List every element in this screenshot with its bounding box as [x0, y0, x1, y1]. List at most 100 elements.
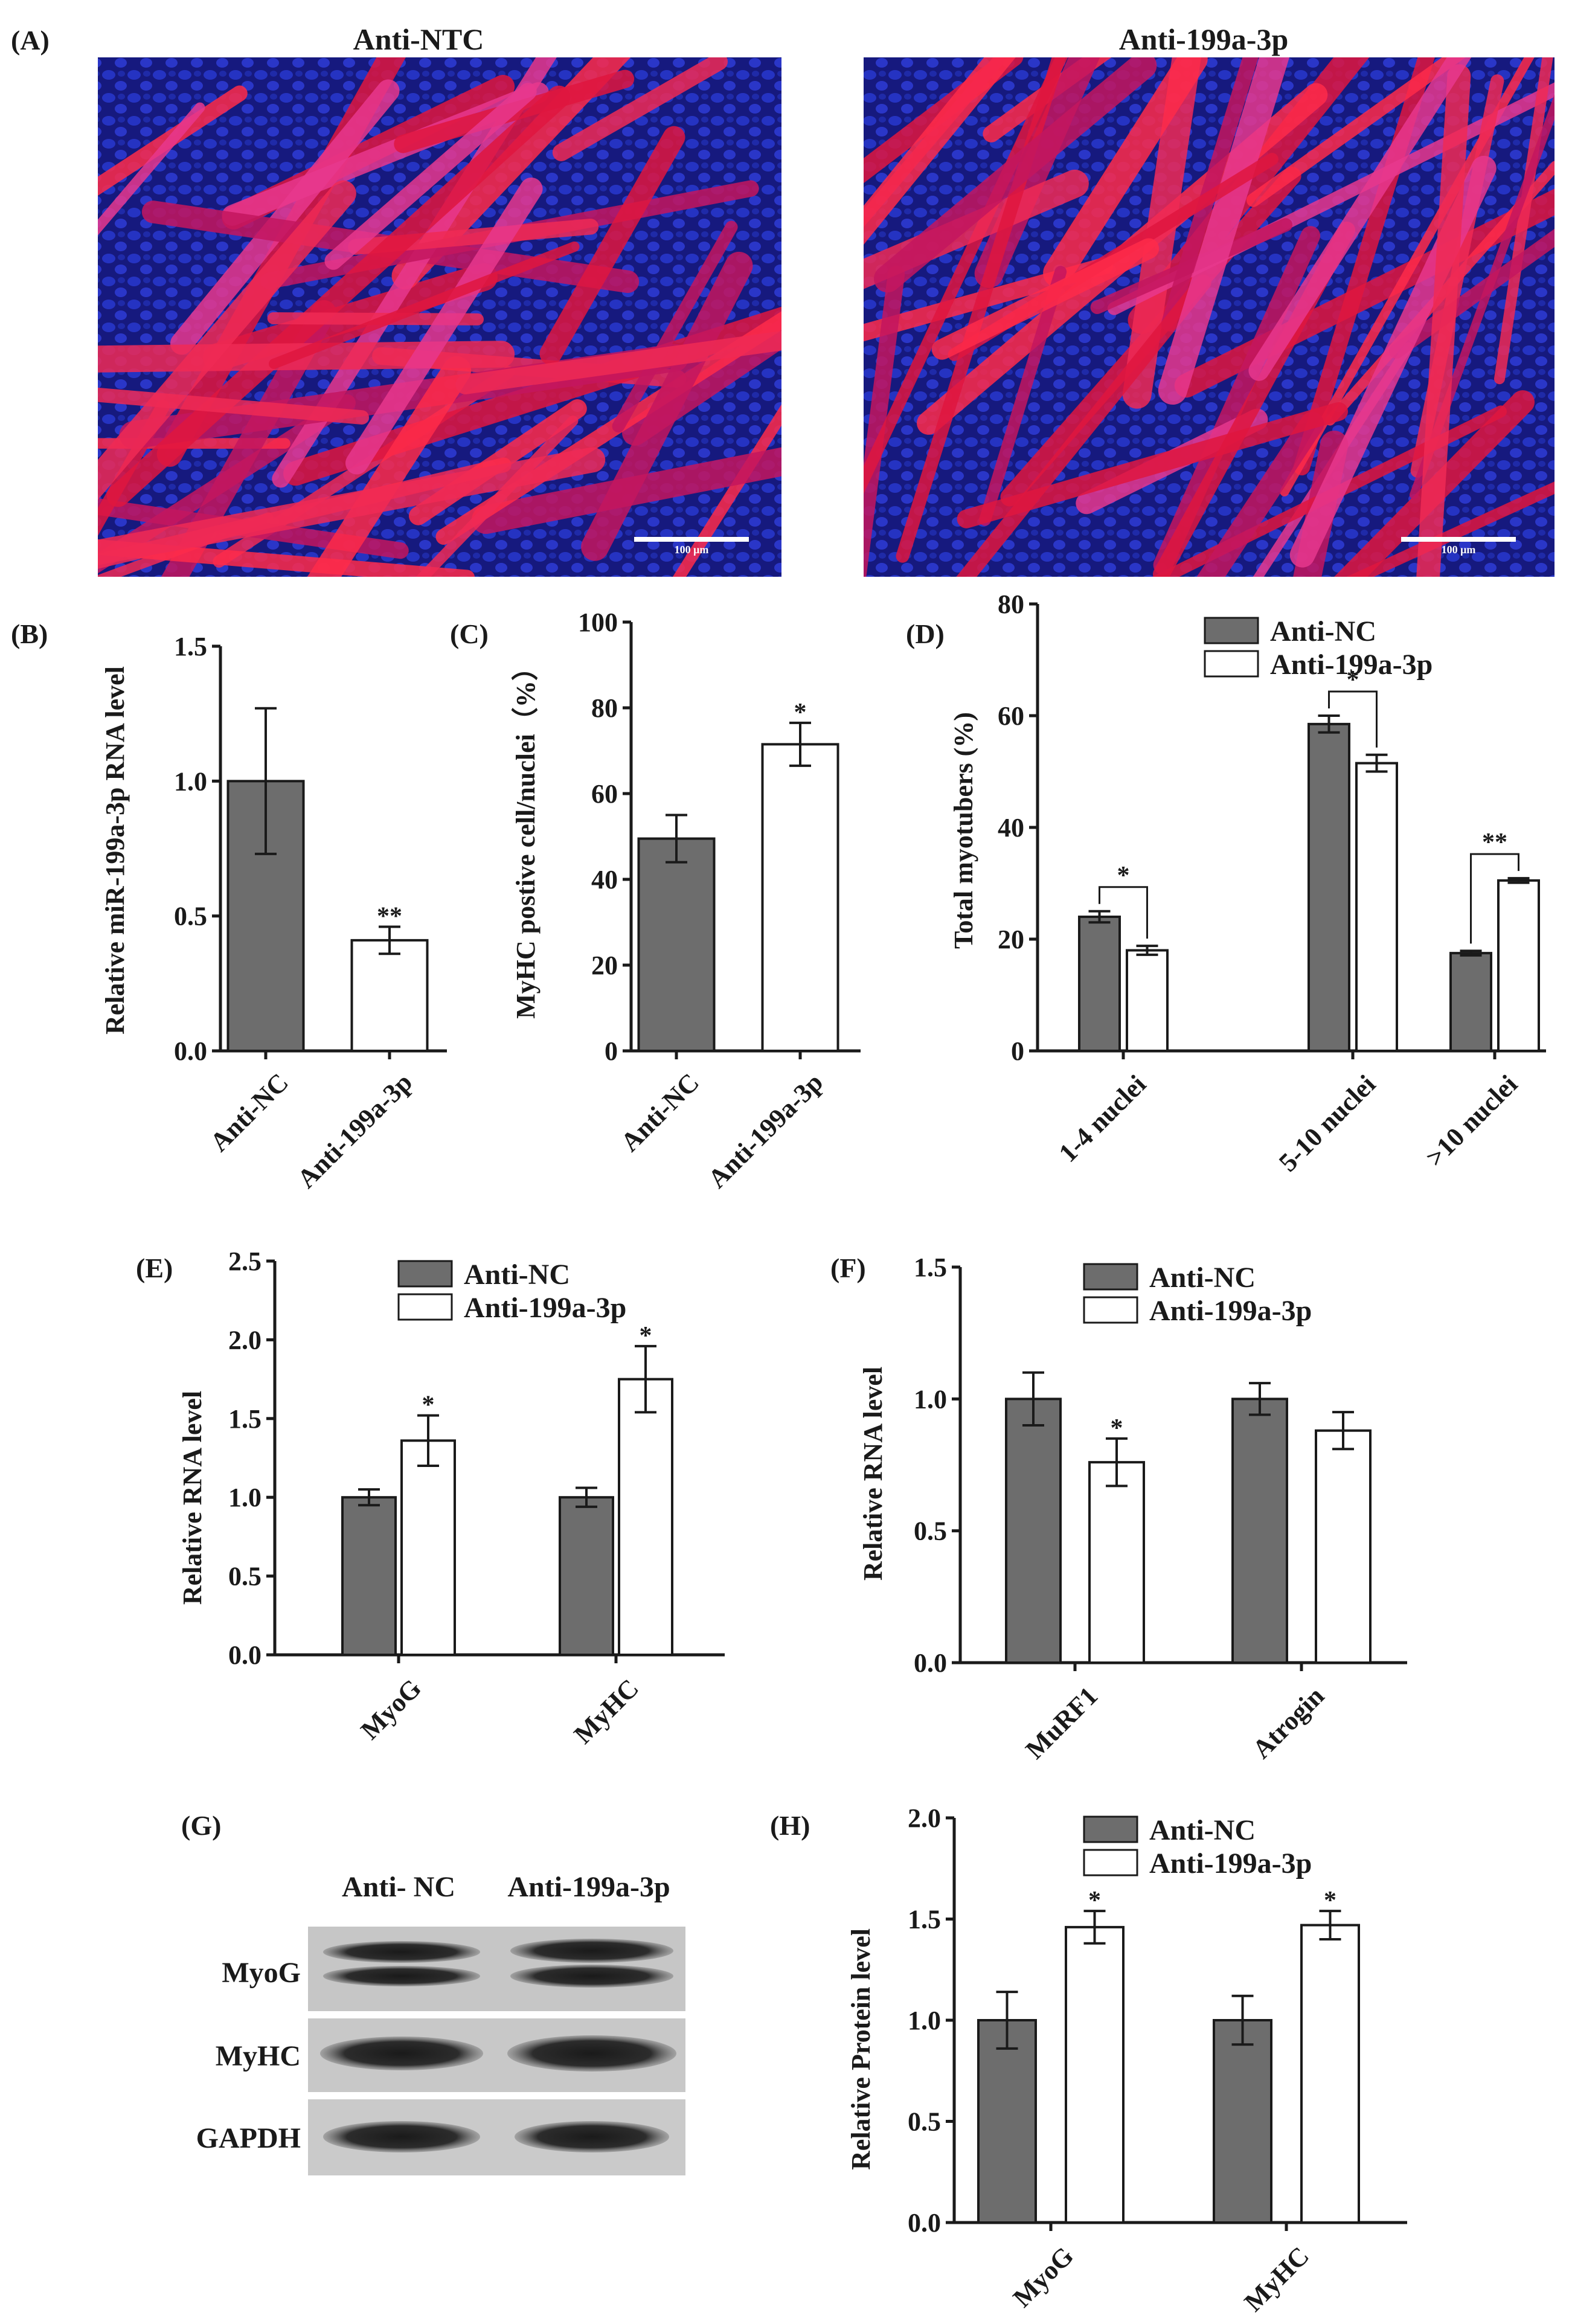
y-tick-label: 20	[998, 925, 1024, 954]
x-tick-label: MyHC	[1239, 2241, 1315, 2317]
panel-label: (E)	[136, 1253, 173, 1283]
y-tick-label: 1.0	[914, 1384, 947, 1414]
legend-swatch	[1083, 1263, 1138, 1291]
myotube-fiber	[106, 85, 571, 507]
y-tick-label: 0.5	[908, 2107, 941, 2137]
legend-swatch	[1083, 1296, 1138, 1324]
myotube-fiber	[268, 241, 580, 369]
myotube-fiber	[170, 79, 400, 355]
image-2-title: Anti-199a-3p	[1119, 22, 1289, 56]
legend-label: Anti-199a-3p	[1270, 649, 1433, 681]
bar-anti-nc	[341, 1496, 397, 1656]
myotube-fiber	[98, 341, 515, 373]
significance-marker: *	[422, 1392, 435, 1419]
bar-anti-nc	[1449, 952, 1492, 1052]
y-tick-label: 20	[591, 951, 618, 980]
micrograph-anti-ntc: 100 μm	[98, 57, 781, 577]
y-tick-label: 2.5	[228, 1247, 262, 1276]
bar-anti-199a-3p	[618, 1378, 673, 1657]
myotube-fiber	[1196, 411, 1324, 577]
myotube-fibers	[864, 57, 1555, 577]
myotube-fiber	[1161, 57, 1259, 332]
blot-column-anti-199a-3p: Anti-199a-3p	[507, 1871, 670, 1903]
x-tick-label: 5-10 nuclei	[1273, 1069, 1381, 1177]
myotube-fiber	[156, 57, 406, 467]
y-axis-label: Relative Protein level	[846, 1928, 876, 2170]
y-tick-label: 1.5	[914, 1253, 947, 1282]
y-tick-label: 1.0	[228, 1483, 262, 1512]
myotube-fiber	[1090, 218, 1293, 315]
x-tick-label: MyHC	[568, 1673, 644, 1749]
y-tick-label: 0	[1011, 1036, 1024, 1066]
legend-label: Anti-NC	[1149, 1262, 1256, 1294]
legend-label: Anti-NC	[464, 1259, 570, 1291]
significance-bracket	[1099, 886, 1148, 939]
y-tick-label: 60	[591, 779, 618, 809]
y-tick-label: 2.0	[228, 1325, 262, 1355]
myotube-fiber	[161, 300, 336, 577]
x-tick-label: Anti-199a-3p	[292, 1067, 418, 1193]
legend-label: Anti-199a-3p	[1149, 1295, 1312, 1327]
scale-bar-label: 100 μm	[1442, 544, 1476, 556]
x-tick-label: Atrogin	[1247, 1681, 1330, 1764]
significance-marker: *	[1111, 1414, 1123, 1442]
x-tick-label: >10 nuclei	[1420, 1069, 1523, 1172]
x-tick-label: 1-4 nuclei	[1053, 1069, 1152, 1167]
myotube-fiber	[472, 447, 781, 534]
y-axis-label: Relative RNA level	[858, 1367, 888, 1581]
legend-swatch	[1204, 650, 1259, 678]
legend-label: Anti-199a-3p	[1149, 1847, 1312, 1879]
significance-bracket	[1328, 690, 1378, 748]
bar-anti-199a-3p	[1315, 1429, 1372, 1664]
bar-anti-nc	[1231, 1398, 1288, 1664]
blot-strip-myhc	[308, 2018, 685, 2092]
y-tick-label: 0.0	[914, 1648, 947, 1678]
myotube-fiber	[98, 180, 356, 500]
x-tick-label: Anti-NC	[615, 1067, 705, 1157]
image-1-title: Anti-NTC	[353, 22, 484, 56]
y-tick-label: 80	[998, 589, 1024, 619]
legend-swatch	[1204, 617, 1259, 644]
myotube-fiber	[1346, 481, 1555, 577]
chart-f: (F) Relative RNA level 0.0 0.5 1.0 1.5 MuRF1 * A…	[830, 1253, 1407, 1765]
y-tick-label: 0.0	[908, 2208, 941, 2238]
y-tick-label: 40	[591, 865, 618, 894]
legend-label: Anti-NC	[1270, 615, 1376, 647]
bar-anti-nc	[1005, 1398, 1062, 1664]
myotube-fiber	[324, 83, 537, 270]
myotube-fiber	[98, 387, 369, 425]
myotube-fiber	[345, 177, 543, 475]
myotube-fiber	[873, 57, 1157, 293]
bar-anti-199a-3p	[1300, 1924, 1360, 2224]
myotube-fiber	[979, 266, 1067, 526]
bar-anti-199a-3p	[1088, 1461, 1145, 1664]
x-tick-label: Anti-NC	[204, 1067, 294, 1157]
chart-e: (E) Relative RNA level 0.0 0.5 1.0 1.5 2.0 2.5 M…	[136, 1247, 725, 1750]
bar-anti-nc	[977, 2019, 1037, 2224]
significance-marker: *	[1088, 1887, 1101, 1915]
myotube-fiber	[896, 57, 1066, 563]
myotube-fiber	[864, 265, 905, 577]
chart-d: (D) Total myotubers (%) 0 20 40 60 80 1-4 nucle…	[906, 589, 1546, 1177]
blot-column-anti-nc: Anti- NC	[342, 1871, 455, 1903]
scale-bar	[1401, 537, 1516, 542]
significance-marker: *	[640, 1322, 652, 1350]
blot-row-myhc: MyHC	[216, 2040, 301, 2072]
myotube-fiber	[455, 330, 781, 394]
myotube-fibers	[98, 57, 781, 577]
myotube-fiber	[1158, 57, 1289, 405]
y-axis-label: MyHC postive cell/nuclei（%）	[511, 654, 541, 1019]
myotube-fiber	[1043, 57, 1208, 287]
significance-marker: *	[1347, 666, 1359, 694]
y-axis-label: Relative RNA level	[178, 1391, 207, 1605]
myotube-fiber	[864, 57, 1016, 245]
blot-row-gapdh: GAPDH	[196, 2122, 301, 2154]
legend-swatch	[397, 1293, 453, 1321]
bar-anti-nc	[1078, 916, 1121, 1052]
panel-label: (F)	[830, 1253, 866, 1283]
legend-label: Anti-NC	[1149, 1814, 1256, 1846]
y-tick-label: 2.0	[908, 1803, 941, 1833]
myotube-fiber	[98, 102, 205, 236]
bar-anti-nc	[637, 837, 716, 1053]
